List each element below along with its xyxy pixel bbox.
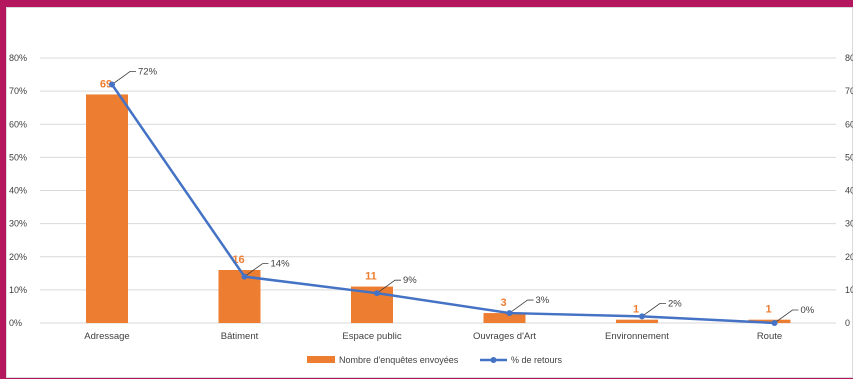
legend-label-line: % de retours xyxy=(511,355,563,365)
category-label: Bâtiment xyxy=(221,331,259,342)
legend-label-bars: Nombre d'enquêtes envoyées xyxy=(339,355,459,365)
legend-swatch-bars xyxy=(307,356,335,363)
chart-area: 0% 10% 20% 30% 40% 50% 60% 70% 80% 0 10 20 30 40 50 60 7… xyxy=(6,7,853,378)
right-axis-tick: 60 xyxy=(845,119,853,129)
line-marker xyxy=(241,273,248,280)
right-axis-tick: 10 xyxy=(845,285,853,295)
right-axis-tick: 20 xyxy=(845,252,853,262)
leader-line xyxy=(641,302,666,317)
category-label: Ouvrages d'Art xyxy=(473,331,536,342)
line-marker xyxy=(771,320,778,326)
leader-line xyxy=(376,279,401,294)
bar-data-label: 69 xyxy=(100,78,112,90)
bar xyxy=(483,313,526,323)
line-marker xyxy=(506,310,513,317)
right-axis-tick: 30 xyxy=(845,219,853,229)
line-series xyxy=(110,83,775,325)
right-axis-tick: 70 xyxy=(845,86,853,96)
line-data-label: 0% xyxy=(801,305,815,316)
left-axis-tick: 50% xyxy=(9,152,27,162)
left-axis-tick: 40% xyxy=(9,186,27,196)
left-axis-tick: 10% xyxy=(9,285,27,295)
category-label: Environnement xyxy=(605,331,669,342)
legend-marker-line xyxy=(490,357,497,363)
line-marker xyxy=(109,81,115,88)
leader-line xyxy=(509,299,534,314)
left-axis-tick: 0% xyxy=(9,318,22,328)
leader-line xyxy=(774,309,799,324)
right-axis-tick: 0 xyxy=(845,318,850,328)
left-axis-tick: 70% xyxy=(9,86,27,96)
bar xyxy=(616,319,658,323)
line-data-label: 14% xyxy=(271,259,291,270)
left-axis-tick: 80% xyxy=(9,53,27,63)
bar xyxy=(748,319,791,323)
combo-chart: 0%10%20%30%40%50%60%70%80%01020304050607… xyxy=(9,53,853,365)
category-label: Espace public xyxy=(342,331,401,342)
line-marker xyxy=(639,313,645,320)
line-data-label: 72% xyxy=(138,67,158,78)
category-label: Adressage xyxy=(84,331,129,342)
line-data-label: 9% xyxy=(403,275,417,286)
bar xyxy=(86,94,128,323)
category-label: Route xyxy=(757,331,782,342)
right-axis-tick: 40 xyxy=(845,186,853,196)
leader-line xyxy=(111,71,136,85)
line-marker xyxy=(374,290,380,297)
line-data-label: 2% xyxy=(668,298,682,309)
leader-line xyxy=(244,263,269,277)
bar-data-label: 1 xyxy=(633,304,639,316)
bar-data-label: 1 xyxy=(765,304,771,316)
left-axis-tick: 30% xyxy=(9,219,27,229)
right-axis-tick: 50 xyxy=(845,152,853,162)
left-axis-tick: 60% xyxy=(9,119,27,129)
bar-data-label: 11 xyxy=(365,271,377,283)
right-axis-tick: 80 xyxy=(845,53,853,63)
left-axis-tick: 20% xyxy=(9,252,27,262)
bar-data-label: 3 xyxy=(500,297,506,309)
line-data-label: 3% xyxy=(536,295,550,306)
